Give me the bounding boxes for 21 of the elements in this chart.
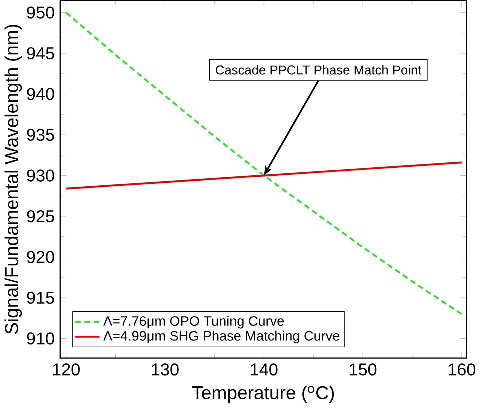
y-tick-label: 940: [27, 88, 54, 100]
y-tick-label: 920: [27, 251, 54, 264]
y-tick-label: 935: [27, 128, 54, 142]
x-axis-title: Temperature ($^{o}$C): [192, 386, 334, 404]
y-tick-label: 930: [27, 170, 54, 182]
y-tick-label: 950: [27, 6, 54, 19]
annotation: Cascade PPCLT Phase Match Point: [216, 65, 422, 75]
x-tick-label: 150: [350, 364, 377, 376]
line-series: [65, 12, 463, 316]
x-tick-label: 140: [251, 364, 278, 376]
y-tick-label: 945: [27, 48, 54, 60]
x-tick-label: 130: [152, 364, 179, 376]
legend-label: Λ=7.76μm OPO Tuning Curve: [104, 316, 284, 329]
y-tick-label: 910: [27, 332, 54, 345]
x-tick-label: 120: [53, 364, 80, 376]
y-tick-label: 915: [27, 292, 54, 304]
y-tick-label: 925: [27, 210, 54, 223]
legend-label: Λ=4.99μm SHG Phase Matching Curve: [104, 330, 340, 344]
line-series: [65, 162, 463, 190]
x-tick-label: 160: [448, 364, 476, 376]
y-axis-title: Signal/Fundamental Wavelength (nm): [4, 25, 22, 334]
